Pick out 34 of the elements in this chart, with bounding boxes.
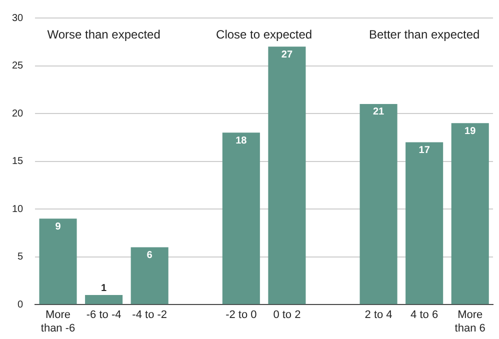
x-tick-label: -6 to -4 [86,309,122,322]
data-label: 1 [101,282,108,294]
bar [268,46,306,304]
x-tick-label: More than 6 [454,309,486,334]
bar [406,142,444,304]
x-tick-label: -2 to 0 [226,309,257,322]
bar [360,104,398,304]
data-label: 6 [146,250,153,262]
bar [130,247,168,304]
annotation: Better than expected [368,27,480,42]
y-tick-label: 5 [18,252,24,263]
data-label: 27 [281,49,293,60]
data-label: 9 [55,221,62,232]
y-tick-label: 0 [18,299,24,310]
data-label: 19 [464,126,476,137]
x-tick-label: 0 to 2 [273,309,301,322]
y-tick-label: 25 [12,60,24,72]
annotation: Worse than expected [47,27,160,42]
bar [451,123,489,304]
bar [39,218,77,304]
y-tick-label: 30 [12,12,24,24]
x-tick-label: 2 to 4 [364,309,392,322]
y-tick-label: 15 [12,156,24,168]
data-label: 21 [372,106,385,118]
data-label: 17 [418,144,430,156]
x-tick-label: More than -6 [40,309,76,334]
data-label: 18 [236,135,248,146]
x-tick-label: -4 to -2 [132,309,168,322]
annotation: Close to expected [216,27,312,42]
y-tick-label: 20 [12,108,24,120]
bar [85,295,123,304]
x-tick-label: 4 to 6 [410,309,438,322]
bar [222,132,260,304]
y-tick-label: 10 [12,204,24,215]
